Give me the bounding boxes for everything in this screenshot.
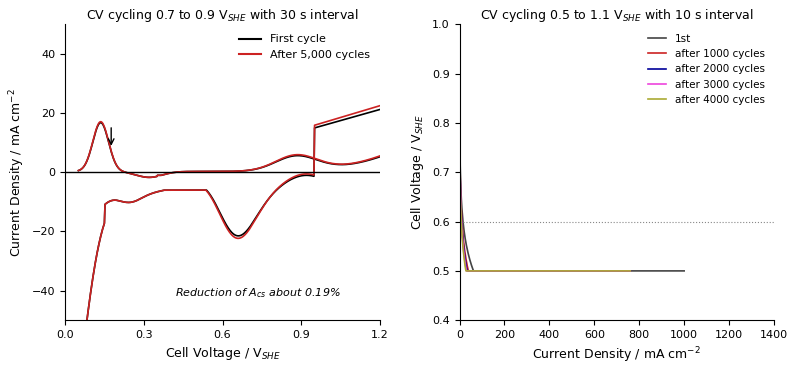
Y-axis label: Cell Voltage / V$_{SHE}$: Cell Voltage / V$_{SHE}$ [409, 115, 426, 230]
X-axis label: Current Density / mA cm$^{-2}$: Current Density / mA cm$^{-2}$ [533, 346, 701, 365]
Y-axis label: Current Density / mA cm$^{-2}$: Current Density / mA cm$^{-2}$ [7, 88, 26, 257]
Legend: First cycle, After 5,000 cycles: First cycle, After 5,000 cycles [235, 30, 374, 64]
X-axis label: Cell Voltage / V$_{SHE}$: Cell Voltage / V$_{SHE}$ [165, 346, 281, 362]
Title: CV cycling 0.5 to 1.1 V$_{SHE}$ with 10 s interval: CV cycling 0.5 to 1.1 V$_{SHE}$ with 10 … [480, 7, 754, 24]
Text: Reduction of $A_{cs}$ about 0.19%: Reduction of $A_{cs}$ about 0.19% [176, 286, 341, 300]
Title: CV cycling 0.7 to 0.9 V$_{SHE}$ with 30 s interval: CV cycling 0.7 to 0.9 V$_{SHE}$ with 30 … [87, 7, 359, 24]
Legend: 1st, after 1000 cycles, after 2000 cycles, after 3000 cycles, after 4000 cycles: 1st, after 1000 cycles, after 2000 cycle… [643, 30, 769, 109]
